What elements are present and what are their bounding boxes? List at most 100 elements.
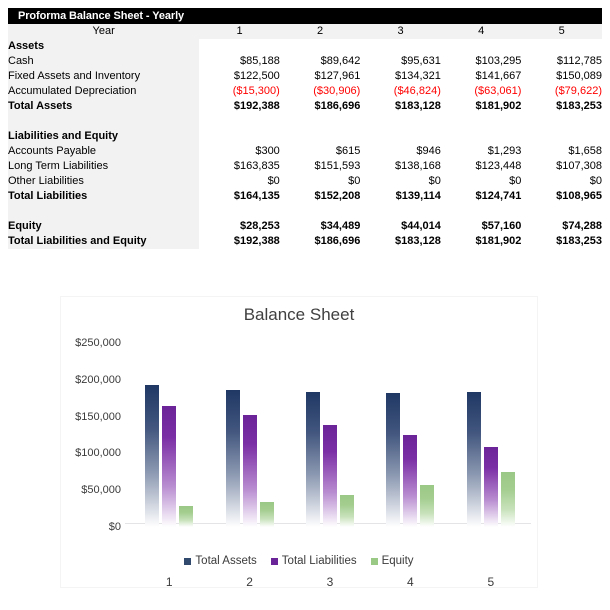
x-axis-label-1: 1 (165, 575, 173, 589)
table-cell (441, 129, 522, 144)
bar-group-year-3 (290, 343, 370, 527)
bar-assets-year-4[interactable] (386, 393, 401, 527)
table-cell: $112,785 (556, 55, 602, 67)
legend-label: Total Liabilities (281, 555, 357, 567)
table-cell: $0 (509, 175, 522, 187)
column-header-year-3: 3 (360, 24, 441, 39)
table-row: Long Term Liabilities $163,835 $151,593 $13… (8, 159, 602, 174)
bar-equity-year-3[interactable] (339, 494, 354, 527)
table-cell (360, 39, 441, 54)
row-label: Accumulated Depreciation (8, 84, 200, 99)
bar-group-year-5 (451, 343, 531, 527)
balance-sheet-table-block: Proforma Balance Sheet - Yearly Year 1 2 3 4… (8, 8, 602, 249)
table-cell: $0 (267, 175, 280, 187)
spacer-cell (199, 114, 280, 129)
table-cell: $141,667 (475, 70, 522, 82)
balance-sheet-table: Year 1 2 3 4 5 Assets Cash $85,188 $89,642 $95,631… (8, 24, 602, 249)
chart-title: Balance Sheet (243, 305, 355, 324)
y-axis-tick-label: $150,000 (75, 410, 121, 423)
row-label: Cash (8, 54, 200, 69)
row-label: Equity (8, 219, 200, 234)
bar-liabilities-year-2[interactable] (242, 414, 257, 527)
row-label: Total Liabilities (8, 189, 200, 204)
table-cell: $192,388 (233, 235, 280, 247)
legend-item-total-liabilities[interactable]: Total Liabilities (270, 555, 357, 567)
table-cell (521, 129, 602, 144)
table-cell: $0 (348, 175, 361, 187)
bar-liabilities-year-5[interactable] (483, 446, 498, 527)
bar-liabilities-year-3[interactable] (322, 424, 337, 527)
table-row: Accounts Payable $300 $615 $946 $1,293 $1,658 (8, 144, 602, 159)
bar-assets-year-3[interactable] (305, 392, 320, 527)
bar-equity-year-2[interactable] (259, 501, 274, 527)
table-cell: $107,308 (556, 160, 602, 172)
row-label: Assets (8, 39, 200, 54)
table-cell: $108,965 (556, 190, 602, 202)
y-axis-tick-label: $50,000 (81, 484, 121, 497)
y-axis-tick-label: $100,000 (75, 447, 121, 460)
table-cell: $0 (428, 175, 441, 187)
table-cell: $57,160 (481, 220, 522, 232)
spacer-cell (521, 204, 602, 219)
table-cell (280, 39, 361, 54)
y-axis-tick-label: $250,000 (75, 337, 121, 349)
table-cell: $1,293 (487, 145, 522, 157)
table-row: Equity $28,253 $34,489 $44,014 $57,160 $74,28… (8, 219, 602, 234)
y-axis-tick-label: $200,000 (75, 373, 121, 386)
table-cell: $186,696 (314, 235, 361, 247)
bar-liabilities-year-4[interactable] (403, 435, 418, 527)
table-row: Fixed Assets and Inventory $122,500 $127,9… (8, 69, 602, 84)
table-cell: $28,253 (240, 220, 280, 232)
legend-label: Equity (381, 555, 414, 567)
column-header-year-1: 1 (199, 24, 280, 39)
table-header-row: Year 1 2 3 4 5 (8, 24, 602, 39)
table-cell: $44,014 (401, 220, 441, 232)
legend-item-equity[interactable]: Equity (370, 555, 414, 567)
x-axis-label-2: 2 (246, 575, 253, 589)
table-spacer-row (8, 204, 602, 219)
table-cell: $151,593 (314, 160, 361, 172)
table-cell: ($79,622) (554, 85, 602, 97)
bar-assets-year-1[interactable] (145, 385, 160, 527)
table-cell: $122,500 (233, 70, 280, 82)
table-row: Assets (8, 39, 602, 54)
table-cell: $183,128 (394, 100, 441, 112)
bar-equity-year-1[interactable] (179, 506, 194, 527)
table-row: Total Liabilities $164,135 $152,208 $139,11… (8, 189, 602, 204)
table-cell (521, 39, 602, 54)
table-cell: $95,631 (401, 55, 441, 67)
table-cell: $138,168 (394, 160, 441, 172)
table-row: Cash $85,188 $89,642 $95,631 $103,295 $112,78… (8, 54, 602, 69)
bar-assets-year-2[interactable] (225, 389, 240, 527)
legend-item-total-assets[interactable]: Total Assets (184, 555, 257, 567)
table-cell: $183,253 (556, 235, 602, 247)
bar-assets-year-5[interactable] (466, 392, 481, 527)
row-label: Accounts Payable (8, 144, 200, 159)
table-cell: $134,321 (394, 70, 441, 82)
table-spacer-row (8, 114, 602, 129)
spacer-cell (360, 204, 441, 219)
table-cell: $192,388 (233, 100, 280, 112)
table-cell (199, 39, 280, 54)
bar-equity-year-5[interactable] (500, 472, 515, 527)
spacer-cell (8, 204, 200, 219)
table-cell (280, 129, 361, 144)
table-cell: $0 (589, 175, 602, 187)
table-cell: $89,642 (320, 55, 361, 67)
table-cell: $163,835 (233, 160, 280, 172)
row-label: Total Assets (8, 99, 200, 114)
table-cell: $181,902 (475, 100, 522, 112)
bar-equity-year-4[interactable] (420, 484, 435, 527)
table-cell: ($15,300) (232, 85, 280, 97)
table-cell: $74,288 (562, 220, 602, 232)
x-axis-label-3: 3 (326, 575, 334, 589)
legend-swatch-icon (184, 557, 192, 565)
table-cell: $139,114 (395, 190, 441, 202)
table-cell (360, 129, 441, 144)
table-cell: $150,089 (556, 70, 602, 82)
column-header-year: Year (8, 24, 200, 39)
bar-liabilities-year-1[interactable] (162, 406, 177, 527)
table-cell: $186,696 (314, 100, 361, 112)
table-cell: $183,128 (394, 235, 441, 247)
table-cell: $127,961 (314, 70, 361, 82)
